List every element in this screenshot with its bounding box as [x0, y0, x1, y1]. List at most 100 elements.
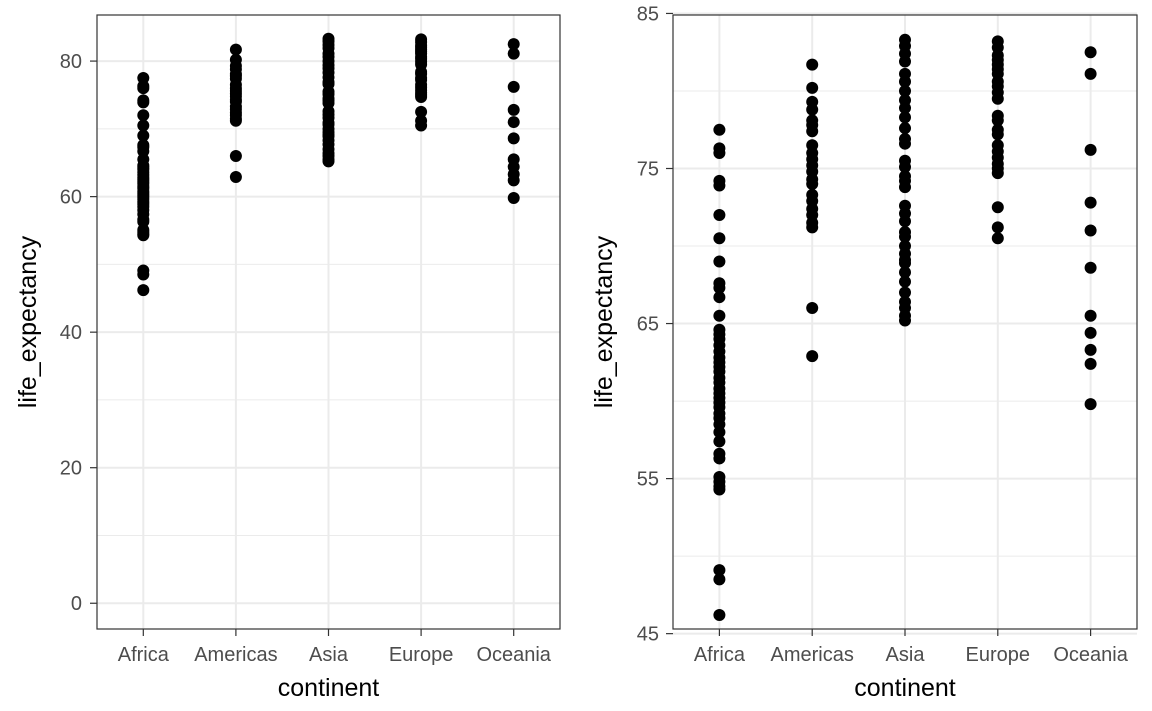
data-point [806, 125, 819, 138]
data-point [137, 82, 150, 95]
x-tick-label: Americas [194, 644, 277, 666]
y-tick-label: 75 [637, 159, 659, 181]
data-point [1084, 143, 1097, 156]
y-axis-title: life_expectancy [590, 235, 618, 408]
data-point [991, 114, 1004, 127]
data-point [322, 155, 335, 168]
data-point [137, 229, 150, 242]
y-tick-label: 60 [60, 187, 82, 209]
data-point [229, 170, 242, 183]
data-point [713, 255, 726, 268]
series-americas [229, 43, 242, 183]
data-point [415, 119, 428, 132]
data-point [507, 132, 520, 145]
panel-left: 0 20 40 60 80 Africa Americas Asia Europe Oceania… [14, 14, 561, 702]
series-oceania [507, 38, 520, 204]
data-point [899, 111, 911, 124]
x-axis-title: continent [278, 674, 380, 702]
data-point [507, 38, 520, 51]
y-tick-label: 40 [60, 322, 82, 344]
data-point [899, 160, 911, 173]
y-tick-label: 20 [60, 458, 82, 480]
series-africa [713, 123, 726, 622]
data-point [713, 209, 726, 222]
data-point [1084, 309, 1097, 322]
x-tick-label: Africa [694, 644, 746, 666]
y-tick-label: 65 [637, 314, 659, 336]
series-oceania [1084, 46, 1097, 411]
data-point [713, 309, 726, 322]
data-point [991, 167, 1004, 180]
data-point [899, 137, 911, 150]
series-europe [415, 33, 428, 132]
data-point [229, 43, 242, 56]
data-point [137, 109, 150, 122]
y-tick-label: 55 [637, 469, 659, 491]
data-point [899, 257, 911, 270]
data-point [899, 75, 911, 88]
data-point [415, 91, 428, 104]
data-point [229, 149, 242, 162]
data-point [1084, 398, 1097, 411]
x-tick-label: Oceania [476, 644, 551, 666]
data-point [1084, 261, 1097, 274]
data-point [713, 564, 726, 577]
data-point [899, 266, 911, 279]
x-tick-label: Oceania [1053, 644, 1128, 666]
data-point [1084, 67, 1097, 80]
data-point [991, 128, 1004, 141]
y-tick-label: 0 [71, 593, 82, 615]
data-point [991, 201, 1004, 214]
data-point [1084, 326, 1097, 339]
data-point [137, 284, 150, 297]
data-point [137, 119, 150, 132]
data-point [806, 302, 819, 315]
data-point [229, 114, 242, 127]
data-point [899, 314, 911, 327]
data-point [991, 232, 1004, 245]
data-point [137, 268, 150, 281]
data-point [806, 178, 819, 191]
data-point [713, 146, 726, 159]
data-point [415, 105, 428, 118]
data-point [991, 221, 1004, 234]
panel-right: 45 55 65 75 85 Africa Americas Asia Europe Oceani… [590, 3, 1138, 702]
data-point [899, 84, 911, 97]
data-point [806, 81, 819, 94]
data-point [507, 191, 520, 204]
y-axis-title: life_expectancy [14, 235, 42, 408]
series-europe [991, 35, 1004, 245]
data-point [899, 102, 911, 115]
data-point [713, 232, 726, 245]
data-point [713, 609, 726, 622]
data-point [507, 47, 520, 60]
x-tick-label: Americas [771, 644, 854, 666]
data-point [899, 286, 911, 299]
series-americas [806, 58, 819, 363]
series-asia [899, 33, 911, 327]
series-africa [137, 72, 150, 297]
data-point [1084, 196, 1097, 209]
data-point [713, 483, 726, 496]
data-point [713, 573, 726, 586]
data-point [899, 275, 911, 288]
data-point [899, 181, 911, 194]
data-point [507, 116, 520, 129]
data-point [899, 215, 911, 228]
data-point [507, 174, 520, 187]
x-tick-label: Asia [309, 644, 349, 666]
data-point [899, 230, 911, 243]
data-point [713, 426, 726, 439]
data-point [713, 281, 726, 294]
x-tick-label: Europe [966, 644, 1031, 666]
data-point [713, 291, 726, 304]
data-point [713, 123, 726, 136]
data-point [507, 103, 520, 116]
x-axis-title: continent [854, 674, 956, 702]
data-point [806, 58, 819, 71]
data-point [507, 80, 520, 93]
data-point [137, 96, 150, 109]
data-point [713, 452, 726, 465]
data-point [991, 92, 1004, 105]
